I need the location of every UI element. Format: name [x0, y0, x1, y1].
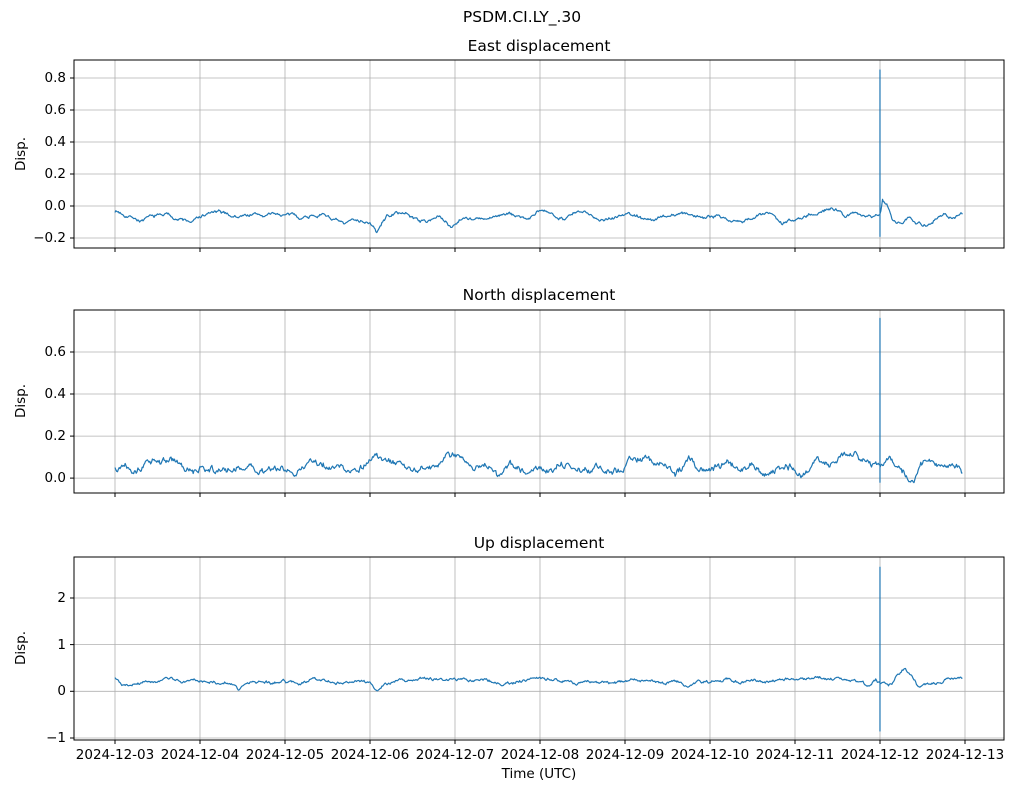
y-tick-label: −0.2 [33, 230, 66, 246]
y-axis-label-up: Disp. [13, 630, 29, 666]
x-axis-label: Time (UTC) [501, 766, 577, 782]
y-tick-label: 0.0 [44, 198, 66, 214]
x-tick-label: 2024-12-10 [670, 747, 750, 763]
x-tick-label: 2024-12-06 [330, 747, 410, 763]
subplot-title-north: North displacement [462, 286, 616, 304]
y-tick-label: 0.4 [44, 134, 66, 150]
x-tick-label: 2024-12-04 [160, 747, 240, 763]
y-tick-label: 0.6 [44, 102, 66, 118]
y-axis-label-north: Disp. [13, 383, 29, 419]
y-tick-label: −1 [46, 730, 66, 746]
y-axis-label-east: Disp. [13, 136, 29, 172]
y-tick-label: 0.6 [44, 344, 66, 360]
subplot-title-up: Up displacement [473, 534, 605, 552]
x-tick-label: 2024-12-05 [245, 747, 325, 763]
figure-title: PSDM.CI.LY_.30 [462, 8, 582, 26]
x-tick-label: 2024-12-07 [415, 747, 495, 763]
data-line-east [114, 69, 963, 237]
x-tick-label: 2024-12-09 [585, 747, 665, 763]
x-tick-label: 2024-12-12 [840, 747, 920, 763]
y-tick-label: 0.2 [44, 428, 66, 445]
x-tick-label: 2024-12-03 [75, 747, 155, 763]
x-tick-label: 2024-12-13 [925, 747, 1005, 763]
data-line-north [114, 317, 963, 484]
y-tick-label: 0.2 [44, 166, 66, 182]
y-tick-label: 2 [57, 590, 66, 606]
data-line-up [114, 566, 963, 732]
y-tick-label: 1 [57, 636, 66, 653]
y-tick-label: 0.4 [44, 386, 66, 402]
subplot-title-east: East displacement [467, 37, 611, 55]
y-tick-label: 0.8 [44, 70, 66, 86]
y-tick-label: 0.0 [44, 470, 66, 487]
x-tick-label: 2024-12-08 [500, 747, 580, 763]
y-tick-label: 0 [57, 683, 66, 700]
x-tick-label: 2024-12-11 [755, 747, 835, 763]
